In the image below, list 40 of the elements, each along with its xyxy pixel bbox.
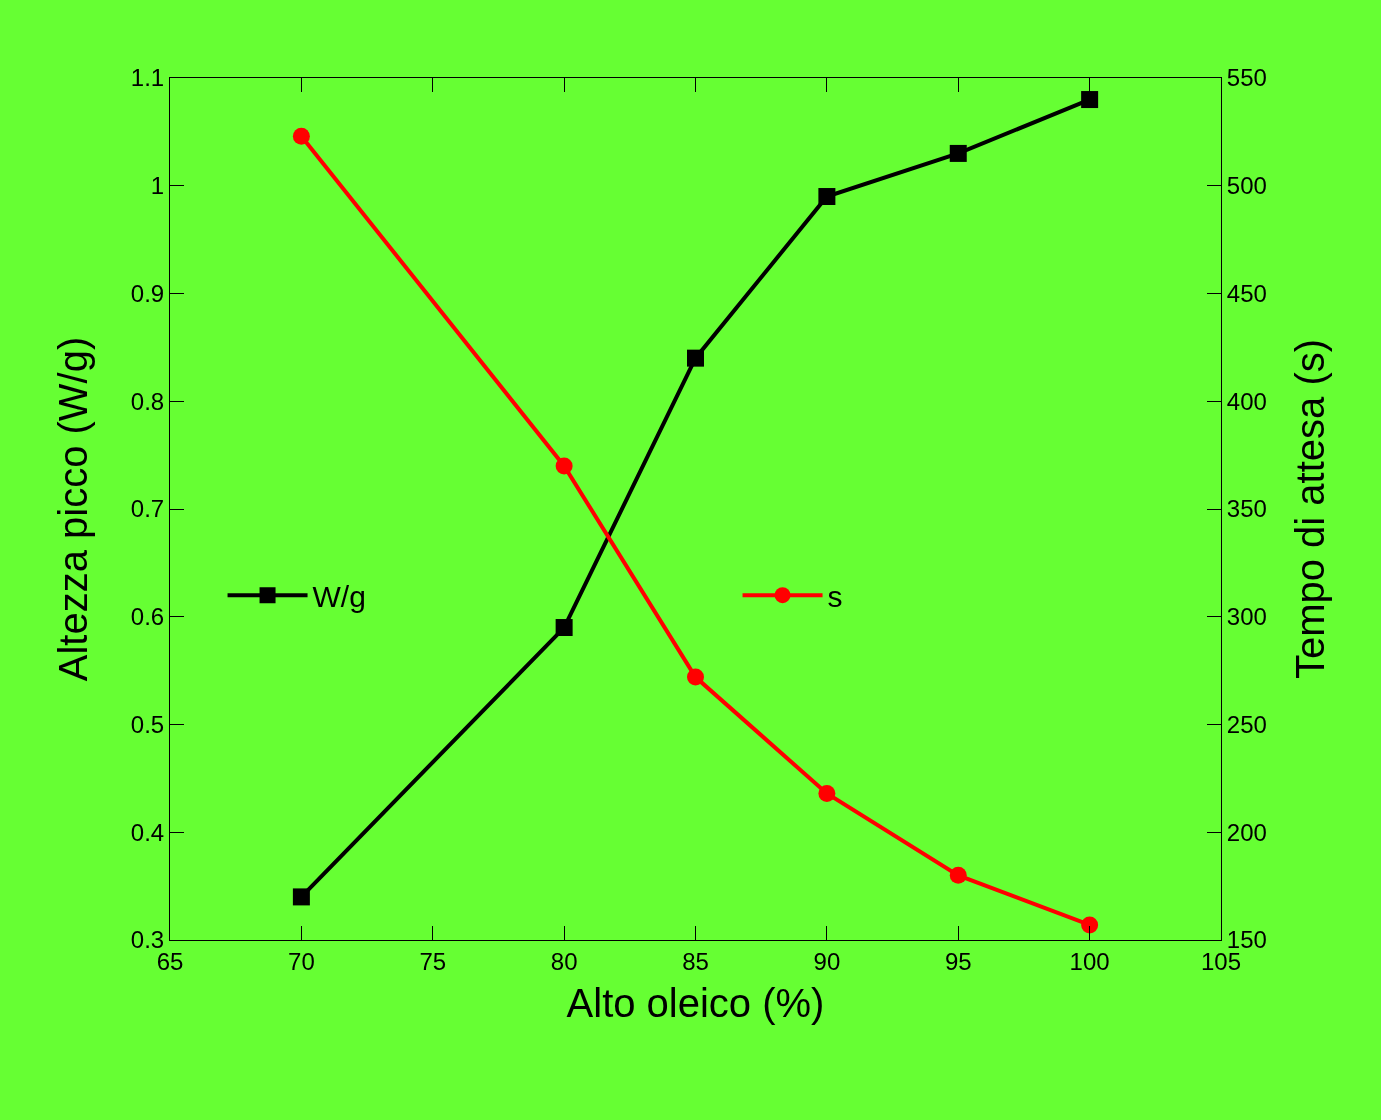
point [949,144,967,162]
x-axis-title: Alto oleico (%) [566,981,825,1026]
x-tick-label: 90 [813,947,841,975]
point [818,188,836,206]
y2-tick-label: 400 [1226,387,1267,415]
y2-tick-label: 250 [1226,710,1267,738]
y2-tick-label: 500 [1226,172,1267,200]
y-tick-label: 0.4 [130,818,165,846]
x-tick-label: 95 [944,947,972,975]
x-tick-label: 85 [682,947,709,975]
legend-label: s [827,579,843,613]
y-tick-label: 0.9 [130,279,165,307]
y-tick-label: 0.7 [130,495,165,523]
x-tick-label: 100 [1069,947,1110,975]
point [687,349,704,367]
x-tick-label: 75 [419,947,447,975]
y-tick-label: 1.1 [130,64,165,92]
y2-tick-label: 200 [1226,818,1267,846]
point [818,784,836,802]
y2-tick-label: 350 [1226,495,1267,523]
point [1081,91,1099,109]
point [292,127,310,145]
point [555,457,573,475]
y2-tick-label: 550 [1226,64,1267,92]
y-tick-label: 1 [150,172,165,200]
x-tick-label: 70 [288,947,315,975]
x-tick-label: 80 [550,947,578,975]
y2-axis-title: Tempo di attesa (s) [1288,338,1333,680]
point [687,668,704,686]
y2-tick-label: 450 [1226,279,1267,307]
legend-label: W/g [312,579,366,613]
y2-tick-label: 300 [1226,603,1267,631]
y-axis-title: Altezza picco (W/g) [51,336,96,682]
point [949,866,967,884]
y-tick-label: 0.5 [130,710,165,738]
y-tick-label: 0.8 [130,387,165,415]
point [292,888,310,906]
y-tick-label: 0.6 [130,603,165,631]
point [1081,916,1099,934]
point [555,619,573,637]
